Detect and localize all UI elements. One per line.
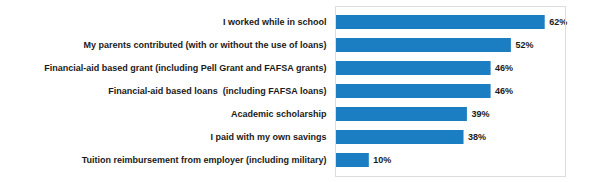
svg-text:My parents contributed (with o: My parents contributed (with or without … [84,40,327,50]
svg-text:Academic scholarship: Academic scholarship [231,109,327,119]
svg-text:52%: 52% [515,40,533,50]
svg-text:Financial-aid based grant (inc: Financial-aid based grant (including Pel… [44,63,326,73]
svg-text:46%: 46% [495,86,513,96]
svg-text:39%: 39% [471,109,489,119]
svg-text:I worked while in school: I worked while in school [223,17,327,27]
svg-text:Tuition reimbursement from emp: Tuition reimbursement from employer (inc… [82,155,327,165]
svg-text:38%: 38% [468,132,486,142]
svg-text:46%: 46% [495,63,513,73]
svg-text:I paid with my own savings: I paid with my own savings [210,132,326,142]
svg-text:10%: 10% [373,155,391,165]
svg-text:Financial-aid based loans (in: Financial-aid based loans (including FAF… [108,86,326,96]
svg-text:62%: 62% [549,17,567,27]
